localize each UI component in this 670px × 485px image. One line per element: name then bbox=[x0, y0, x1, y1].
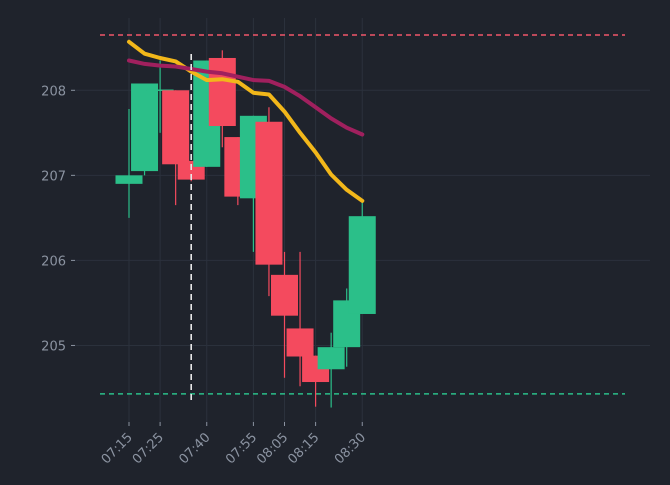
moving-average-line bbox=[127, 39, 365, 203]
candle-body bbox=[115, 175, 143, 184]
horizontal-reference-lines bbox=[100, 34, 625, 395]
candle-body bbox=[271, 274, 298, 316]
moving-averages bbox=[127, 39, 365, 203]
moving-average-line bbox=[127, 58, 365, 137]
candle-body bbox=[162, 90, 190, 165]
candle-body bbox=[286, 328, 314, 357]
y-axis-ticks: 205 206 207 208 bbox=[41, 84, 75, 354]
candle-body bbox=[255, 121, 283, 265]
candle-body bbox=[348, 216, 376, 314]
candle-body bbox=[317, 347, 345, 370]
y-tick-label: 207 bbox=[41, 169, 66, 184]
candle-body bbox=[131, 83, 159, 172]
y-tick-label: 205 bbox=[41, 339, 66, 354]
y-tick-label: 208 bbox=[41, 84, 66, 99]
y-tick-label: 206 bbox=[41, 254, 66, 269]
candle-body bbox=[208, 57, 236, 127]
